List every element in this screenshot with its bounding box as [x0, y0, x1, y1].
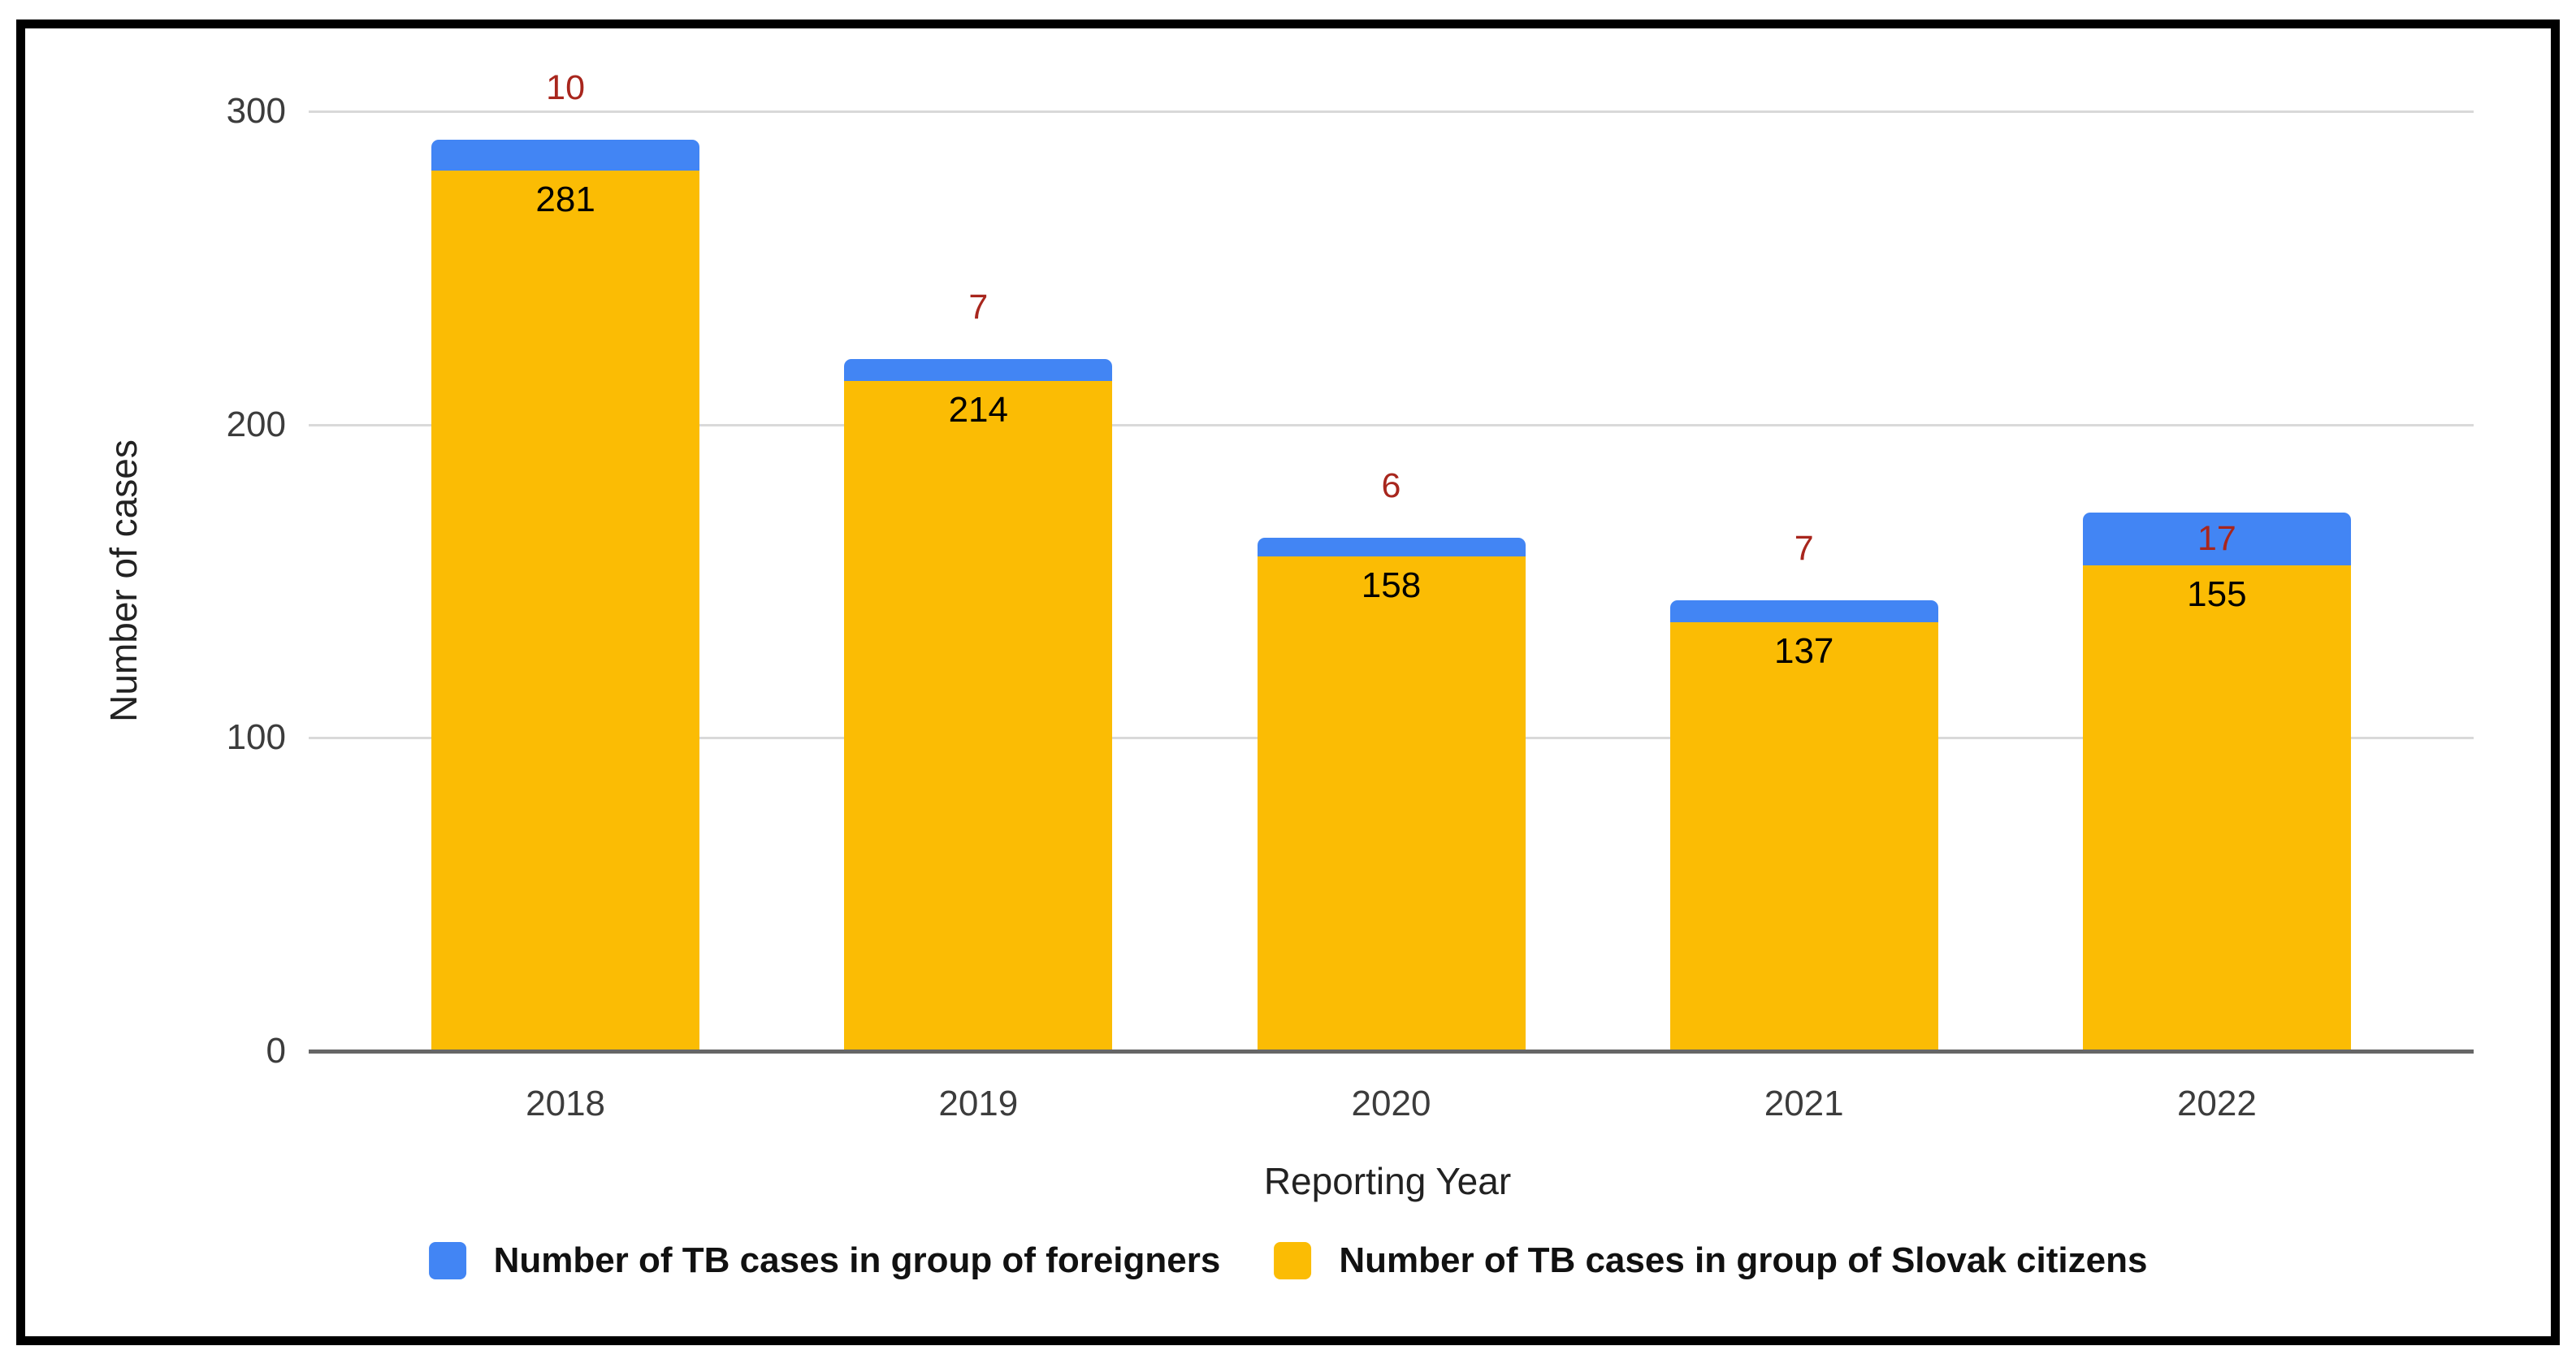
bar-segment-citizens-2022: [2082, 565, 2351, 1051]
bar-segment-citizens-2019: [844, 380, 1113, 1051]
bar-segment-foreigners-2018: [431, 139, 700, 171]
value-label-citizens-2018: 281: [535, 180, 595, 220]
bar-segment-citizens-2018: [431, 171, 700, 1051]
bar-segment-foreigners-2019: [844, 358, 1113, 381]
annotation-foreigners-2019: 7: [968, 287, 989, 327]
value-label-citizens-2021: 137: [1773, 630, 1834, 671]
bar-segment-foreigners-2022: [2082, 512, 2351, 566]
annotation-foreigners-2018: 10: [546, 67, 586, 107]
value-label-citizens-2019: 214: [948, 389, 1008, 430]
x-tick-label-2022: 2022: [2176, 1084, 2257, 1123]
annotation-foreigners-2020: 6: [1381, 465, 1401, 505]
bar-segment-foreigners-2020: [1257, 537, 1526, 556]
legend-item-1: Number of TB cases in group of Slovak ci…: [1274, 1240, 2147, 1281]
bar-group-2022: 155 17: [2082, 512, 2351, 1051]
legend-swatch-icon: [1274, 1242, 1312, 1279]
x-axis-baseline: [309, 1050, 2474, 1054]
gridline-300: [309, 110, 2474, 113]
x-tick-label-2018: 2018: [526, 1084, 606, 1123]
gridline-200: [309, 423, 2474, 426]
x-tick-label-2019: 2019: [938, 1084, 1019, 1123]
value-label-citizens-2020: 158: [1361, 565, 1422, 605]
legend-label: Number of TB cases in group of Slovak ci…: [1339, 1240, 2148, 1280]
bar-group-2018: 281 10: [431, 68, 700, 1051]
bar-segment-citizens-2021: [1669, 621, 1938, 1051]
bar-group-2019: 214 7: [844, 288, 1113, 1051]
y-tick-label-200: 200: [226, 404, 286, 444]
legend-item-0: Number of TB cases in group of foreigner…: [428, 1240, 1221, 1281]
bar-segment-foreigners-2021: [1669, 599, 1938, 622]
bar-segment-citizens-2020: [1257, 556, 1526, 1051]
y-tick-label-300: 300: [226, 91, 286, 131]
annotation-foreigners-2021: 7: [1794, 528, 1814, 568]
bar-group-2021: 137 7: [1669, 529, 1938, 1051]
y-tick-label-100: 100: [226, 717, 286, 758]
bar-group-2020: 158 6: [1257, 466, 1526, 1051]
value-label-citizens-2022: 155: [2187, 574, 2247, 615]
x-axis-title: Reporting Year: [1263, 1160, 1512, 1202]
x-tick-label-2020: 2020: [1351, 1084, 1431, 1123]
plot-area: 281 10 214 7 158 6 137 7 155 17: [309, 68, 2474, 1054]
y-tick-label-0: 0: [266, 1031, 286, 1071]
legend: Number of TB cases in group of foreigner…: [428, 1240, 2147, 1281]
x-tick-label-2021: 2021: [1764, 1084, 1844, 1123]
y-axis-title: Number of cases: [102, 439, 145, 722]
annotation-foreigners-2022: 17: [2197, 519, 2236, 559]
legend-label: Number of TB cases in group of foreigner…: [493, 1240, 1221, 1280]
legend-swatch-icon: [428, 1242, 466, 1279]
